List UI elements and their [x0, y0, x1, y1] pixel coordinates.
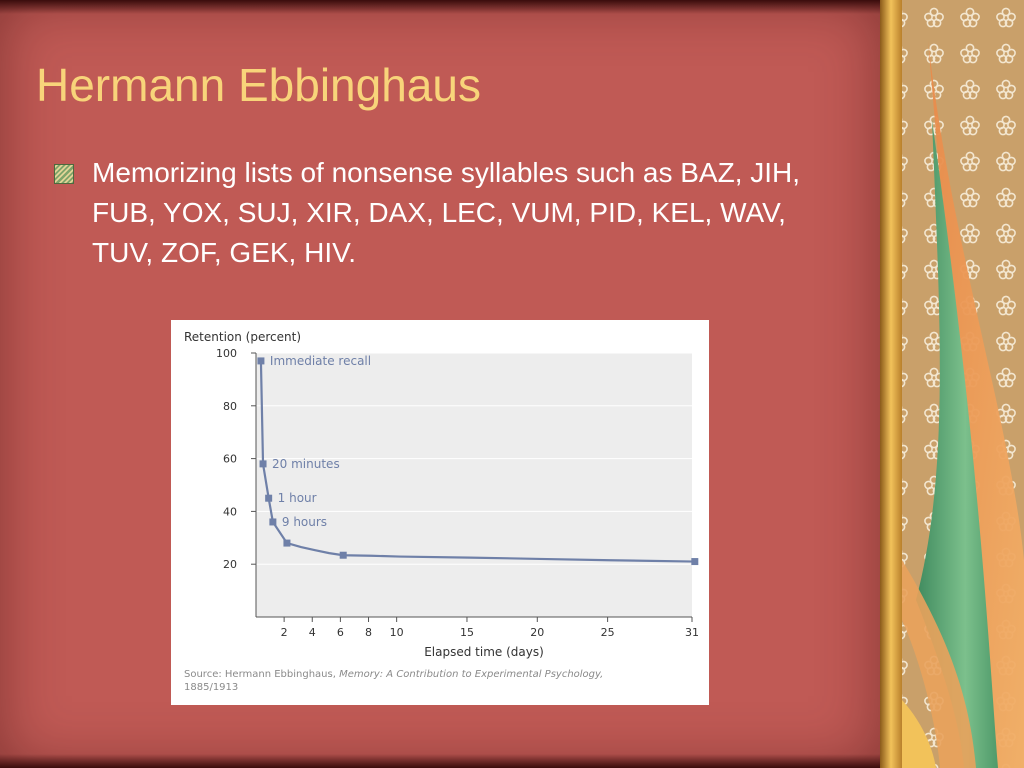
x-tick-label: 6: [337, 626, 344, 639]
data-point-marker: [265, 494, 273, 502]
striped-square-bullet-icon: [54, 164, 74, 184]
x-tick-label: 10: [390, 626, 404, 639]
plot-area: [256, 353, 692, 617]
x-tick-label: 8: [365, 626, 372, 639]
x-tick-label: 20: [530, 626, 544, 639]
source-years: 1885/1913: [184, 682, 239, 693]
source-work: Memory: A Contribution to Experimental P…: [339, 669, 604, 680]
retention-curve: [259, 360, 695, 563]
data-point-label: 9 hours: [282, 515, 327, 529]
bottom-shadow: [0, 754, 880, 768]
data-point-marker: [257, 357, 265, 365]
data-point-marker: [283, 539, 291, 547]
forgetting-curve-chart: 100 80 60 40 20 2 4 6 8 10 15 20 25 31 Retention (perc…: [184, 330, 699, 659]
data-point-marker: [269, 518, 277, 526]
y-tick-label: 60: [223, 453, 237, 466]
x-tick-label: 2: [281, 626, 288, 639]
data-point-label: 20 minutes: [272, 457, 340, 471]
y-axis-title: Retention (percent): [184, 330, 301, 344]
x-tick-label: 31: [685, 626, 699, 639]
x-axis-title: Elapsed time (days): [424, 645, 544, 659]
slide-background: Hermann Ebbinghaus Memorizing lists of n…: [0, 0, 880, 768]
slide-title: Hermann Ebbinghaus: [36, 59, 481, 111]
data-point-marker: [339, 551, 347, 559]
y-tick-label: 40: [223, 505, 237, 518]
top-shadow: [0, 0, 880, 14]
data-point-label: 1 hour: [278, 491, 317, 505]
x-tick-label: 15: [460, 626, 474, 639]
source-prefix: Source: Hermann Ebbinghaus,: [184, 669, 340, 680]
y-tick-label: 100: [216, 347, 237, 360]
y-tick-label: 80: [223, 400, 237, 413]
x-tick-label: 4: [309, 626, 316, 639]
decorative-side-panel: [880, 0, 1024, 768]
data-point-marker: [691, 558, 699, 566]
y-tick-label: 20: [223, 558, 237, 571]
data-point-marker: [259, 460, 267, 468]
source-note: Source: Hermann Ebbinghaus, Memory: A Co…: [184, 668, 699, 694]
forgetting-curve-figure: 100 80 60 40 20 2 4 6 8 10 15 20 25 31 Retention (perc…: [171, 320, 709, 705]
bullet-text: Memorizing lists of nonsense syllables s…: [92, 157, 801, 268]
data-point-label: Immediate recall: [270, 354, 371, 368]
x-tick-label: 25: [601, 626, 615, 639]
